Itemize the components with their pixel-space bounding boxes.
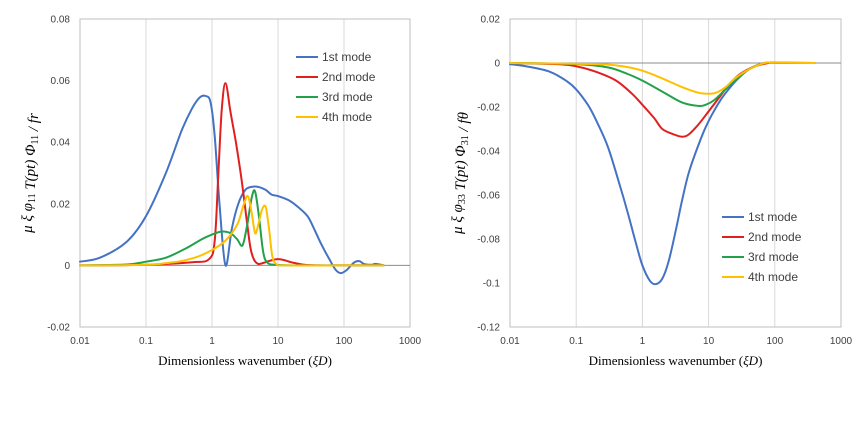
chart-0-ytick-label: 0.08 xyxy=(51,15,71,26)
chart-1-legend-label: 3rd mode xyxy=(748,250,799,264)
chart-1-ytick-label: -0.12 xyxy=(477,323,500,334)
chart-0-legend-label: 4th mode xyxy=(322,110,372,124)
chart-1-ylabel: μ ξ φ33 T(pt) Φ31 / fθ xyxy=(450,111,472,235)
chart-0-series-4-line xyxy=(79,194,385,267)
chart-0-legend-label: 2nd mode xyxy=(322,70,376,84)
chart-0-legend-label: 1st mode xyxy=(322,50,372,64)
chart-1-xtick-label: 0.1 xyxy=(569,336,583,347)
chart-0-series-3-line xyxy=(79,189,385,267)
chart-0-series-1-line xyxy=(79,94,385,275)
chart-1-xtick-label: 100 xyxy=(766,336,783,347)
chart-1-ytick-label: 0.02 xyxy=(481,15,501,26)
chart-0-ytick-label: 0.02 xyxy=(51,199,71,210)
chart-0-xtick-label: 1 xyxy=(209,336,215,347)
chart-1-ytick-label: -0.02 xyxy=(477,103,500,114)
chart-1-xtick-label: 1 xyxy=(640,336,646,347)
chart-0-xtick-label: 1000 xyxy=(399,336,422,347)
chart-1-ytick-label: -0.06 xyxy=(477,191,500,202)
chart-0-xtick-label: 100 xyxy=(336,336,353,347)
chart-0-ylabel: μ ξ φ11 T(pt) Φ11 / fr xyxy=(20,113,42,234)
chart-1-ytick-label: -0.1 xyxy=(483,279,501,290)
chart-0-xtick-label: 0.1 xyxy=(139,336,153,347)
chart-1-xtick-label: 1000 xyxy=(830,336,853,347)
chart-1-series-4-line xyxy=(509,61,816,95)
chart-0-xtick-label: 10 xyxy=(272,336,284,347)
chart-1-series-3-line xyxy=(509,61,816,108)
chart-1-ytick-label: 0 xyxy=(494,59,500,70)
chart-1-legend-label: 4th mode xyxy=(748,270,798,284)
chart-1-ytick-label: -0.08 xyxy=(477,235,500,246)
chart-1-xlabel: Dimensionless wavenumber (ξD) xyxy=(589,353,763,368)
chart-0: -0.02 0 0.02 0.04 0.06 0.08 0.01 0.1 1 10 100 1000 1… xyxy=(20,15,422,369)
chart-0-xlabel: Dimensionless wavenumber (ξD) xyxy=(158,353,332,368)
chart-0-ytick-label: 0.04 xyxy=(51,138,71,149)
chart-1-ytick-label: -0.04 xyxy=(477,147,500,158)
chart-1-legend-label: 1st mode xyxy=(748,210,798,224)
chart-0-frame xyxy=(79,18,411,328)
chart-1-xtick-label: 0.01 xyxy=(500,336,520,347)
chart-1-xtick-label: 10 xyxy=(703,336,715,347)
chart-1-legend-label: 2nd mode xyxy=(748,230,802,244)
chart-0-ytick-label: 0.06 xyxy=(51,76,71,87)
chart-1: -0.12 -0.1 -0.08 -0.06 -0.04 -0.02 0 0.02 0.01 0.… xyxy=(450,15,853,369)
chart-0-ytick-label: -0.02 xyxy=(47,323,70,334)
chart-0-legend-label: 3rd mode xyxy=(322,90,373,104)
chart-0-series-2-line xyxy=(79,82,385,267)
chart-0-xtick-label: 0.01 xyxy=(70,336,90,347)
chart-1-frame xyxy=(509,18,842,328)
chart-0-ytick-label: 0 xyxy=(64,261,70,272)
